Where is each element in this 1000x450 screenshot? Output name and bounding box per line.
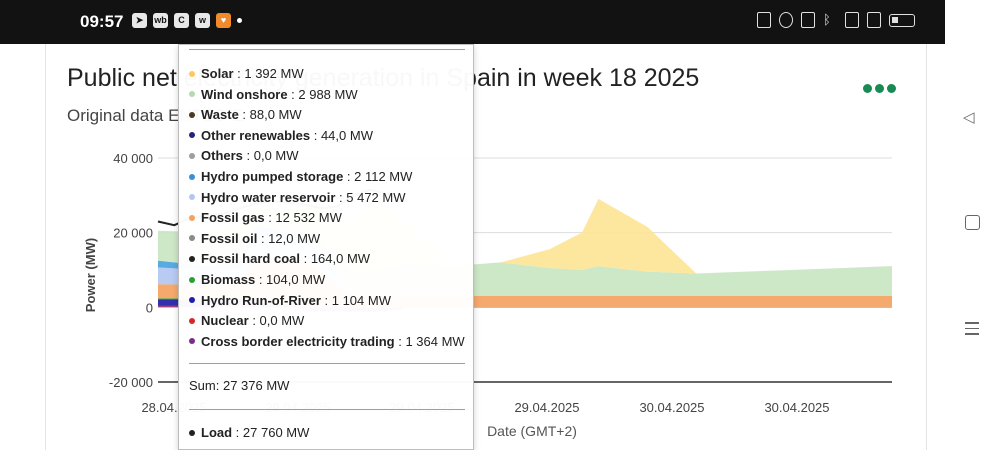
tooltip-entry-name: Nuclear bbox=[201, 313, 249, 329]
tooltip-entry-value: : 1 104 MW bbox=[320, 292, 391, 308]
legend-dot-icon bbox=[189, 91, 195, 98]
y-tick-label: 20 000 bbox=[113, 226, 153, 241]
x-tick-label: 30.04.2025 bbox=[764, 400, 829, 415]
wb-icon: wb bbox=[153, 13, 168, 28]
tooltip-entry-value: : 164,0 MW bbox=[299, 251, 371, 267]
nfc-icon bbox=[757, 12, 771, 28]
tooltip-sum: Sum: 27 376 MW bbox=[189, 378, 290, 393]
tooltip-entry-name: Fossil gas bbox=[201, 210, 265, 226]
tooltip-entry-name: Other renewables bbox=[201, 127, 311, 143]
tooltip-entry: Hydro pumped storage : 2 112 MW bbox=[189, 169, 412, 184]
tooltip-entry: Wind onshore : 2 988 MW bbox=[189, 87, 358, 102]
tooltip-entry-name: Biomass bbox=[201, 272, 256, 287]
chart-tooltip: Solar : 1 392 MW Wind onshore : 2 988 MW W… bbox=[178, 44, 474, 450]
tooltip-entry: Solar : 1 392 MW bbox=[189, 66, 304, 81]
tooltip-entry: Other renewables : 44,0 MW bbox=[189, 128, 373, 143]
tooltip-entry-value: : 12,0 MW bbox=[257, 230, 321, 246]
tooltip-entry: Nuclear : 0,0 MW bbox=[189, 313, 304, 328]
legend-dot-icon bbox=[189, 152, 195, 159]
tooltip-entry-name: Others bbox=[201, 148, 243, 164]
tooltip-entry: Others : 0,0 MW bbox=[189, 148, 299, 163]
tooltip-entry: Waste : 88,0 MW bbox=[189, 107, 302, 122]
tooltip-entry-value: : 1 392 MW bbox=[233, 66, 304, 81]
c-icon: C bbox=[174, 13, 189, 28]
notification-icons: ➤ wb C w ♥ bbox=[132, 13, 242, 28]
wf-icon: w bbox=[195, 13, 210, 28]
legend-dot-icon bbox=[189, 194, 195, 201]
legend-dot-icon bbox=[189, 255, 195, 262]
tooltip-entry-value: : 2 112 MW bbox=[343, 169, 413, 184]
tooltip-divider bbox=[189, 363, 465, 364]
tooltip-entry: Fossil hard coal : 164,0 MW bbox=[189, 251, 370, 266]
tooltip-entry-value: : 12 532 MW bbox=[264, 210, 342, 226]
vibrate-icon bbox=[801, 12, 815, 28]
tooltip-entry: Fossil oil : 12,0 MW bbox=[189, 231, 320, 246]
y-tick-label: 40 000 bbox=[113, 151, 153, 166]
legend-dot-icon bbox=[189, 214, 195, 221]
tooltip-entry-value: : 104,0 MW bbox=[255, 272, 326, 287]
load-label: Load bbox=[201, 425, 233, 440]
tooltip-entry-name: Waste bbox=[201, 107, 239, 123]
tooltip-entry-name: Fossil hard coal bbox=[201, 251, 300, 267]
legend-dot-icon bbox=[189, 132, 195, 139]
load-value: 27 760 MW bbox=[242, 425, 310, 440]
legend-dot-icon bbox=[189, 173, 195, 180]
legend-dot-icon bbox=[189, 338, 195, 345]
legend-dot-icon bbox=[189, 111, 195, 118]
tooltip-entry-value: : 0,0 MW bbox=[242, 148, 299, 164]
tooltip-entry-value: : 88,0 MW bbox=[238, 107, 302, 123]
tooltip-entry-name: Hydro Run-of-River bbox=[201, 292, 321, 308]
system-icons: ᛒ bbox=[757, 12, 915, 28]
y-tick-labels: 40 000 20 000 0 -20 000 bbox=[109, 151, 153, 390]
tooltip-entry-name: Fossil oil bbox=[201, 230, 258, 246]
alarm-icon bbox=[779, 12, 793, 28]
home-icon[interactable] bbox=[965, 215, 980, 230]
tooltip-entry-value: : 2 988 MW bbox=[287, 86, 358, 102]
tooltip-entry-name: Solar bbox=[201, 66, 234, 81]
sum-label: Sum bbox=[189, 378, 216, 393]
tooltip-divider bbox=[189, 409, 465, 410]
tooltip-entry-name: Cross border electricity trading bbox=[201, 333, 395, 349]
y-axis-label: Power (MW) bbox=[83, 238, 98, 312]
tooltip-entry: Hydro Run-of-River : 1 104 MW bbox=[189, 293, 391, 308]
tooltip-entry-name: Wind onshore bbox=[201, 86, 288, 102]
load-dot-icon bbox=[189, 429, 195, 436]
back-icon[interactable]: ◁ bbox=[963, 109, 975, 126]
more-notifications-dot bbox=[237, 18, 242, 23]
y-tick-label: 0 bbox=[146, 300, 153, 315]
tooltip-entry-value: : 44,0 MW bbox=[310, 127, 373, 143]
status-time: 09:57 bbox=[80, 12, 124, 31]
legend-dot-icon bbox=[189, 317, 195, 324]
data-icon bbox=[845, 12, 859, 28]
status-bar: 09:57 ➤ wb C w ♥ ᛒ bbox=[0, 0, 945, 44]
bluetooth-icon: ᛒ bbox=[823, 12, 831, 27]
tooltip-entry: Fossil gas : 12 532 MW bbox=[189, 210, 342, 225]
tooltip-entry-name: Hydro pumped storage bbox=[201, 169, 344, 184]
heart-icon: ♥ bbox=[216, 13, 231, 28]
tooltip-entry-value: : 1 364 MW bbox=[394, 333, 465, 349]
legend-dot-icon bbox=[189, 70, 195, 77]
sum-value: 27 376 MW bbox=[222, 378, 290, 393]
more-dots-icon[interactable] bbox=[857, 68, 901, 108]
tooltip-entry: Hydro water reservoir : 5 472 MW bbox=[189, 190, 405, 205]
battery-icon bbox=[889, 13, 915, 27]
legend-dot-icon bbox=[189, 235, 195, 242]
tooltip-entry-value: : 0,0 MW bbox=[248, 313, 305, 329]
android-nav-bar: ◁ bbox=[945, 0, 1000, 450]
recent-apps-icon[interactable] bbox=[965, 322, 979, 339]
x-tick-label: 29.04.2025 bbox=[514, 400, 579, 415]
legend-dot-icon bbox=[189, 297, 195, 304]
tooltip-entry-name: Hydro water reservoir bbox=[201, 189, 336, 205]
y-tick-label: -20 000 bbox=[109, 375, 153, 390]
telegram-icon: ➤ bbox=[132, 13, 147, 28]
tooltip-entry-value: : 5 472 MW bbox=[335, 189, 406, 205]
x-axis-label: Date (GMT+2) bbox=[487, 423, 577, 439]
tooltip-entry: Biomass : 104,0 MW bbox=[189, 272, 325, 287]
tooltip-divider bbox=[189, 49, 465, 50]
legend-dot-icon bbox=[189, 276, 195, 283]
tooltip-load: Load : 27 760 MW bbox=[189, 425, 309, 440]
x-tick-label: 30.04.2025 bbox=[639, 400, 704, 415]
signal-icon bbox=[867, 12, 881, 28]
tooltip-entry: Cross border electricity trading : 1 364… bbox=[189, 334, 465, 349]
